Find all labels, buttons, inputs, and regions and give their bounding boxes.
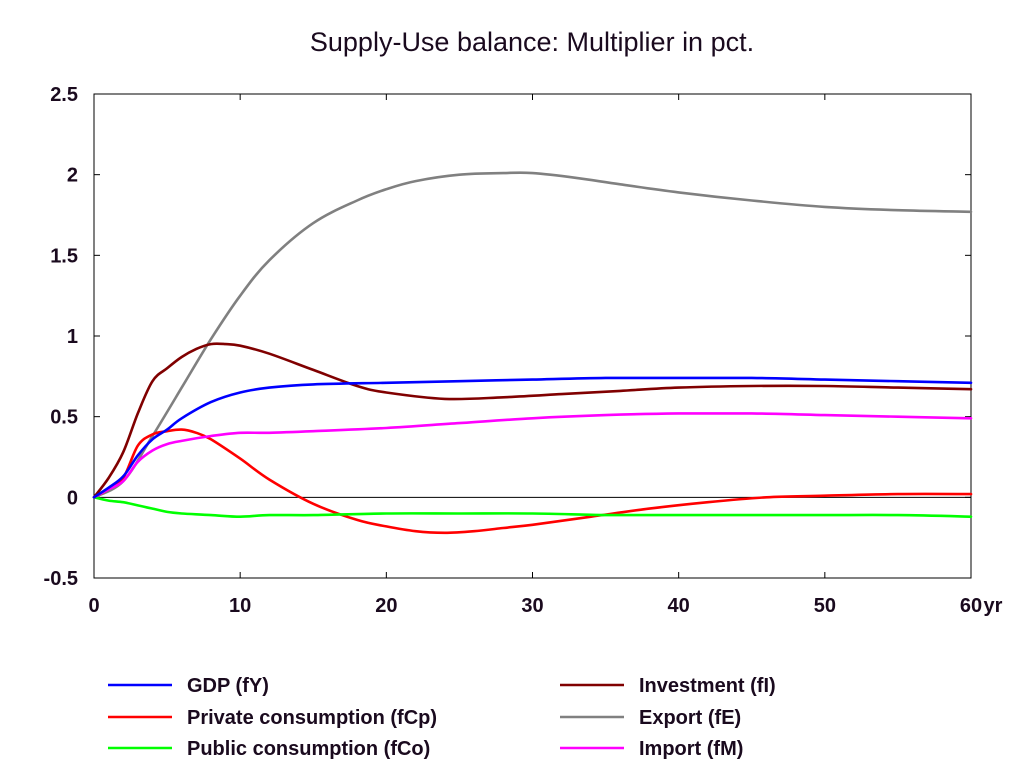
x-tick-label: 40 bbox=[668, 595, 690, 617]
y-tick-label: -0.5 bbox=[44, 568, 78, 590]
y-tick-label: 0 bbox=[67, 487, 78, 509]
legend-label: Public consumption (fCo) bbox=[187, 738, 430, 760]
plot-frame bbox=[93, 93, 972, 579]
x-unit-label: yr bbox=[984, 595, 1003, 617]
legend-label: GDP (fY) bbox=[187, 675, 269, 697]
y-tick-label: 2 bbox=[67, 165, 78, 187]
x-tick-label: 60 bbox=[960, 595, 982, 617]
series-layer bbox=[92, 171, 973, 535]
series-line-import-fm bbox=[92, 411, 973, 499]
series-line-export-fe bbox=[92, 171, 973, 499]
y-tick-label: 1.5 bbox=[50, 245, 78, 267]
x-tick-label: 30 bbox=[521, 595, 543, 617]
chart-title: Supply-Use balance: Multiplier in pct. bbox=[310, 27, 754, 57]
x-tick-label: 50 bbox=[814, 595, 836, 617]
x-tick-label: 10 bbox=[229, 595, 251, 617]
series-line-public-consumption-fco bbox=[92, 496, 973, 518]
x-tick-label: 20 bbox=[375, 595, 397, 617]
x-tick-label: 0 bbox=[88, 595, 99, 617]
legend-label: Investment (fI) bbox=[639, 675, 776, 697]
legend-label: Private consumption (fCp) bbox=[187, 707, 437, 729]
y-tick-label: 2.5 bbox=[50, 84, 78, 106]
series-line-private-consumption-fcp bbox=[92, 428, 973, 535]
legend: GDP (fY) Private consumption (fCp) Public … bbox=[108, 675, 776, 760]
series-line-gdp-fy bbox=[92, 376, 973, 499]
legend-label: Export (fE) bbox=[639, 707, 741, 729]
y-tick-label: 1 bbox=[67, 326, 78, 348]
series-line-investment-fi bbox=[92, 342, 973, 499]
y-tick-label: 0.5 bbox=[50, 407, 78, 429]
axes: 2.5 2 1.5 1 0.5 0 -0.5 0 10 20 30 40 50 60 yr bbox=[44, 84, 1003, 617]
legend-label: Import (fM) bbox=[639, 738, 743, 760]
